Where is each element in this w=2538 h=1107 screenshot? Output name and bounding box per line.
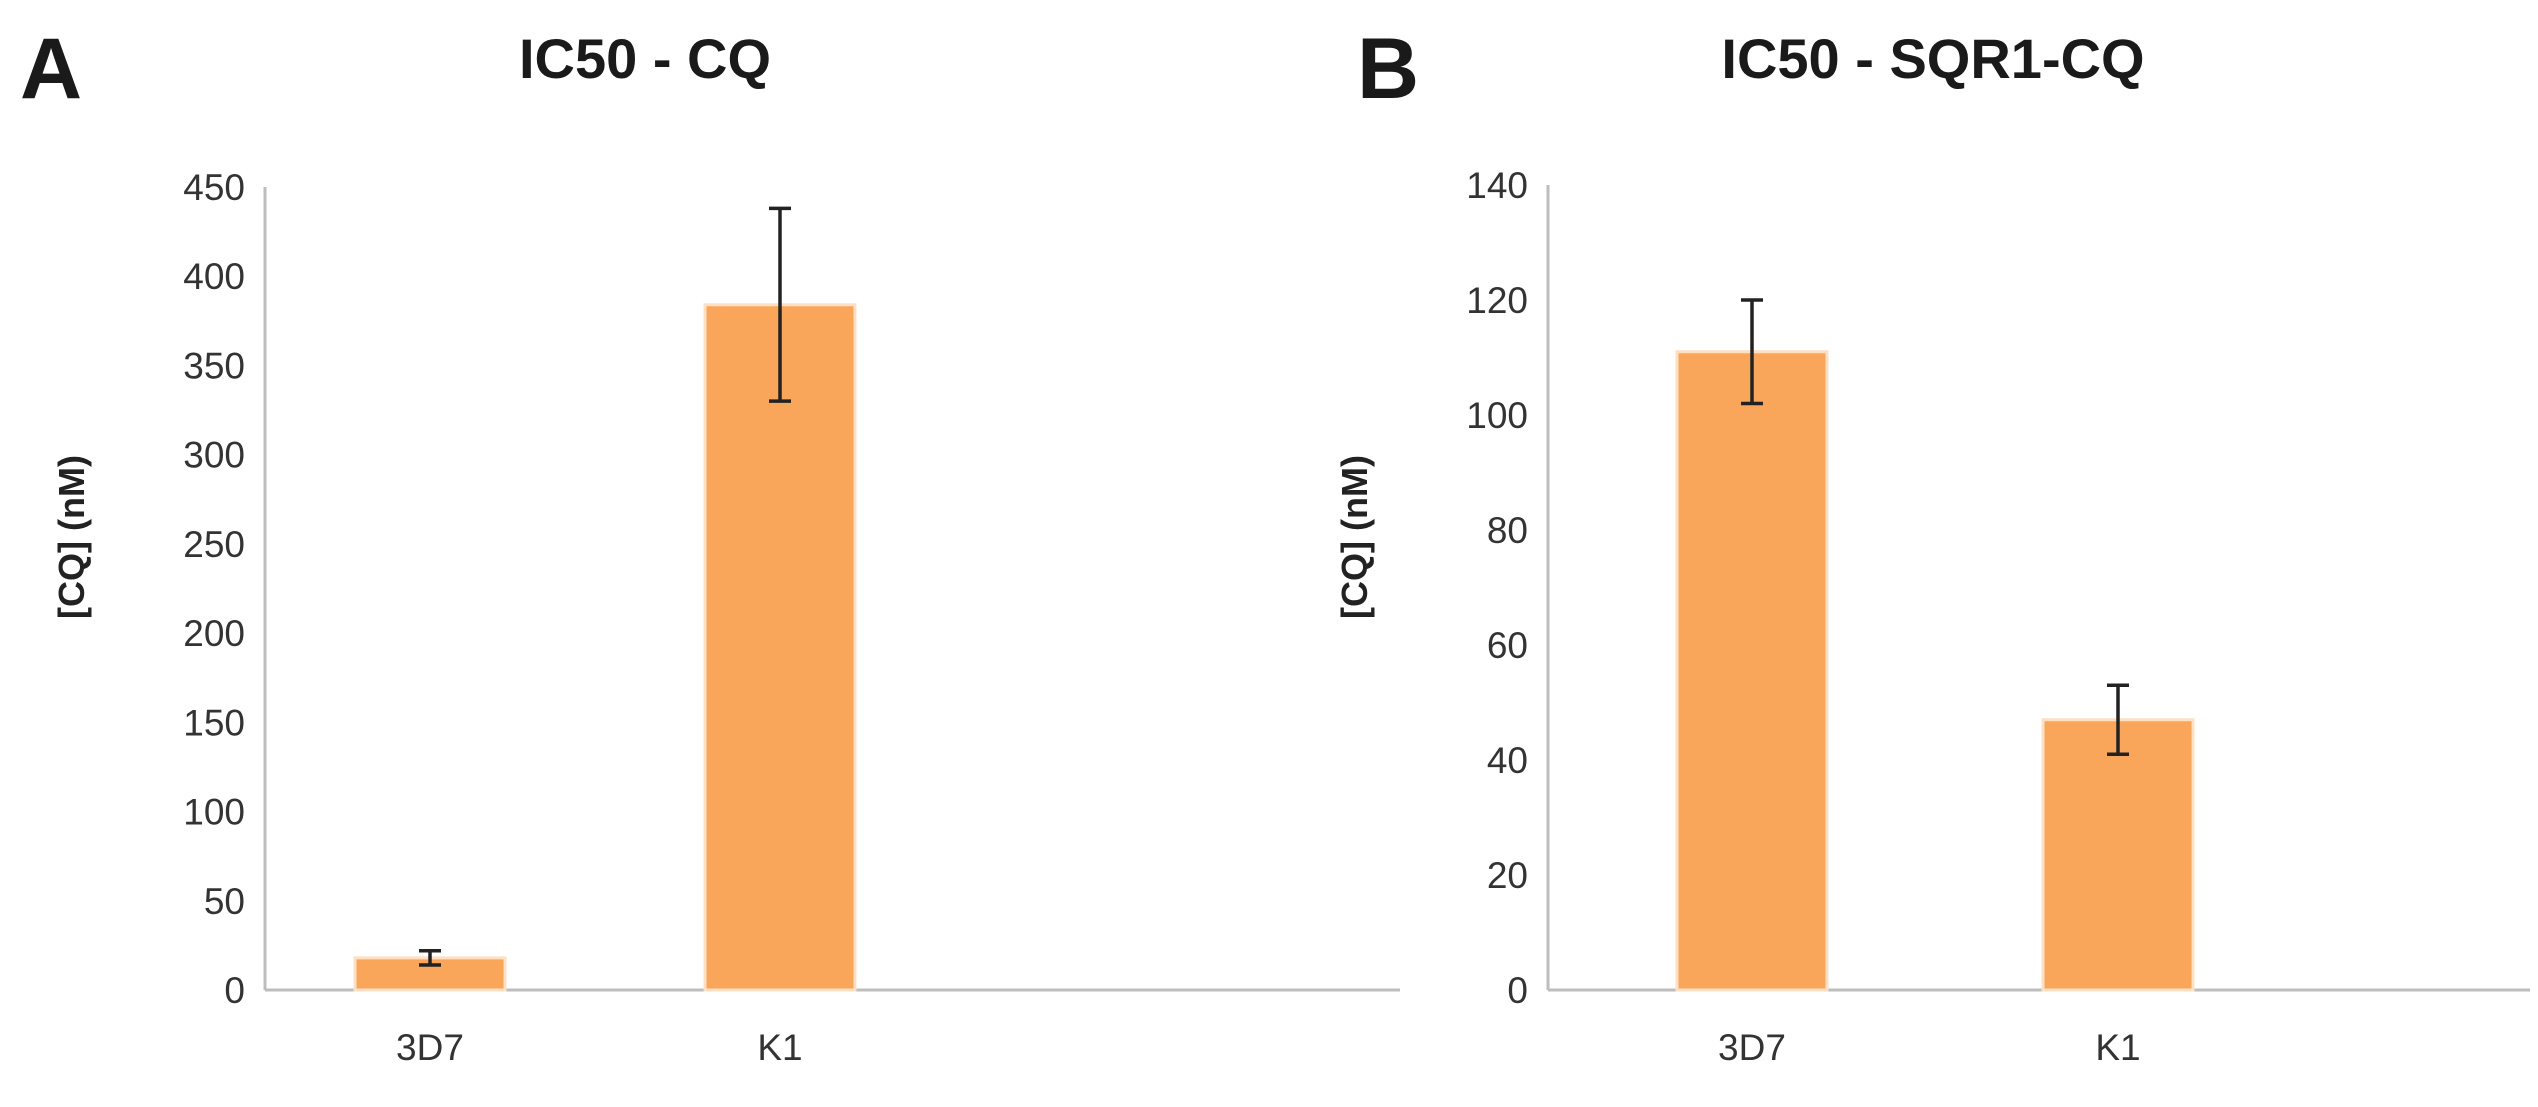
y-tick-label: 350 (183, 345, 245, 386)
y-tick-label: 60 (1487, 625, 1528, 666)
y-tick-label: 100 (1466, 395, 1528, 436)
y-tick-label: 20 (1487, 855, 1528, 896)
error-bars-b (1741, 298, 2129, 756)
bar-3d7 (1675, 350, 1829, 992)
y-tick-label: 150 (183, 702, 245, 743)
y-tick-label: 100 (183, 792, 245, 833)
x-category-label: 3D7 (396, 1027, 464, 1068)
panel-letter-a: A (20, 21, 82, 117)
y-tick-label: 0 (1507, 970, 1528, 1011)
y-tick-labels-b: 0 20 40 60 80 100 120 140 (1466, 165, 1528, 1011)
category-labels-b: 3D7 K1 (1718, 1027, 2141, 1068)
error-bars-a (419, 206, 791, 967)
error-bar-k1 (2107, 683, 2129, 756)
x-category-label: 3D7 (1718, 1027, 1786, 1068)
error-bar-k1 (769, 206, 791, 403)
y-tick-label: 250 (183, 524, 245, 565)
y-tick-label: 300 (183, 435, 245, 476)
y-tick-labels-a: 0 50 100 150 200 250 300 350 400 450 (183, 167, 245, 1011)
bar-k1 (703, 303, 857, 992)
chart-panel-a: A IC50 - CQ [CQ] (nM) 0 50 100 150 200 250 300… (20, 21, 1400, 1068)
x-category-label: K1 (757, 1027, 802, 1068)
y-tick-label: 0 (224, 970, 245, 1011)
chart-title-b: IC50 - SQR1-CQ (1721, 27, 2144, 90)
bar-k1 (2041, 718, 2195, 992)
y-tick-label: 450 (183, 167, 245, 208)
y-tick-label: 40 (1487, 740, 1528, 781)
chart-panel-b: B IC50 - SQR1-CQ [CQ] (nM) 0 20 40 60 80 100 1… (1334, 21, 2530, 1068)
y-tick-label: 80 (1487, 510, 1528, 551)
y-tick-label: 140 (1466, 165, 1528, 206)
x-category-label: K1 (2095, 1027, 2140, 1068)
y-tick-label: 120 (1466, 280, 1528, 321)
bars-b (1675, 350, 2195, 992)
y-tick-label: 50 (204, 881, 245, 922)
bars-a (353, 303, 857, 992)
y-tick-label: 200 (183, 613, 245, 654)
error-bar-3d7 (419, 948, 441, 967)
panel-letter-b: B (1357, 21, 1419, 117)
y-tick-label: 400 (183, 256, 245, 297)
error-bar-3d7 (1741, 298, 1763, 406)
y-axis-title-b: [CQ] (nM) (1334, 455, 1375, 619)
y-axis-title-a: [CQ] (nM) (51, 455, 92, 619)
category-labels-a: 3D7 K1 (396, 1027, 803, 1068)
chart-title-a: IC50 - CQ (519, 27, 771, 90)
